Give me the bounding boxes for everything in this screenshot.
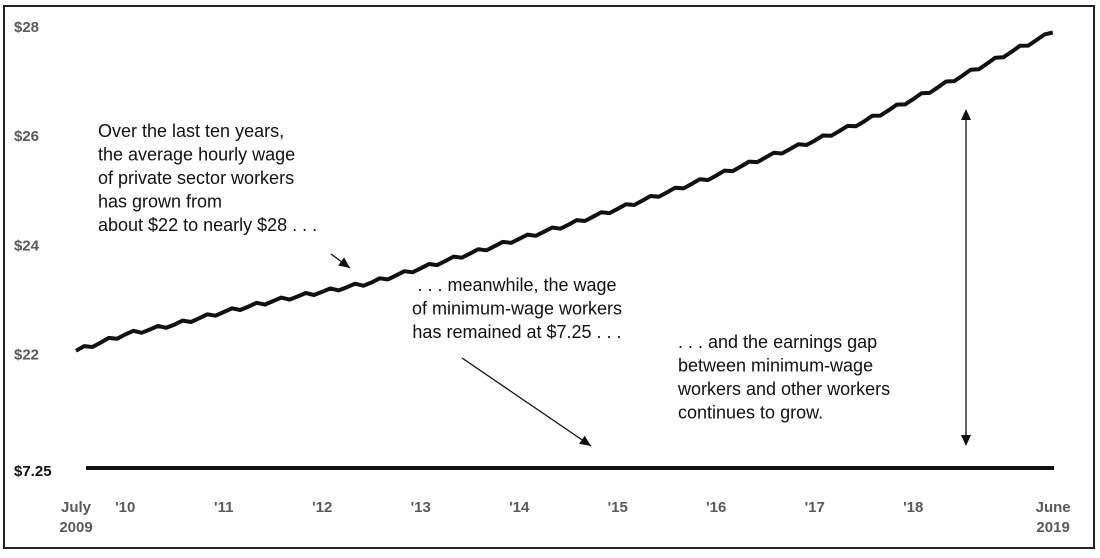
- gap-arrow-bottom-head: [961, 435, 971, 446]
- x-tick-label: '11: [214, 499, 233, 516]
- y-axis-ticks: $28 $26 $24 $22: [14, 19, 40, 364]
- gap-arrow-top-head: [961, 109, 971, 120]
- y-tick-label: $22: [14, 347, 39, 364]
- x-tick-label-year: 2009: [59, 519, 92, 536]
- x-axis-ticks: July 2009 '10 '11 '12 '13 '14 '15 '16 '17 '18 June 2…: [59, 499, 1070, 536]
- y-tick-label: $24: [14, 237, 40, 254]
- annotation-line: Over the last ten years,: [98, 121, 284, 141]
- average-wage-line: [75, 30, 1054, 353]
- arrow-to-average-wage-head: [338, 257, 350, 268]
- annotation-line: . . . meanwhile, the wage: [417, 275, 616, 295]
- annotation-line: of private sector workers: [98, 168, 294, 188]
- annotation-line: about $22 to nearly $28 . . .: [98, 215, 317, 235]
- annotation-line: workers and other workers: [677, 379, 890, 399]
- annotation-line: . . . and the earnings gap: [678, 332, 877, 352]
- annotation-line: has grown from: [98, 192, 222, 212]
- annotation-line: between minimum-wage: [678, 356, 873, 376]
- series-lines: [75, 30, 1054, 470]
- annotation-line: of minimum-wage workers: [412, 299, 622, 319]
- x-tick-label: '15: [608, 499, 628, 516]
- annotation-arrows: [330, 109, 971, 447]
- min-wage-tick-label: $7.25: [14, 463, 52, 480]
- x-tick-label: '10: [115, 499, 135, 516]
- x-tick-label: '14: [509, 499, 530, 516]
- x-tick-label: '17: [805, 499, 825, 516]
- y-tick-label: $26: [14, 128, 39, 145]
- x-tick-label: July: [61, 499, 92, 516]
- y-tick-label: $28: [14, 19, 39, 36]
- x-tick-label: '18: [903, 499, 923, 516]
- x-tick-label: '16: [706, 499, 726, 516]
- annotations: Over the last ten years, the average hour…: [98, 121, 890, 423]
- arrow-to-min-wage: [461, 357, 592, 447]
- annotation-line: continues to grow.: [678, 403, 823, 423]
- x-tick-label: June: [1036, 499, 1071, 516]
- annotation-line: has remained at $7.25 . . .: [412, 322, 621, 342]
- x-tick-label-year: 2019: [1036, 519, 1069, 536]
- x-tick-label: '13: [411, 499, 431, 516]
- chart-frame: [3, 5, 1095, 549]
- x-tick-label: '12: [312, 499, 332, 516]
- arrow-to-min-wage-head: [579, 435, 591, 446]
- annotation-line: the average hourly wage: [98, 145, 295, 165]
